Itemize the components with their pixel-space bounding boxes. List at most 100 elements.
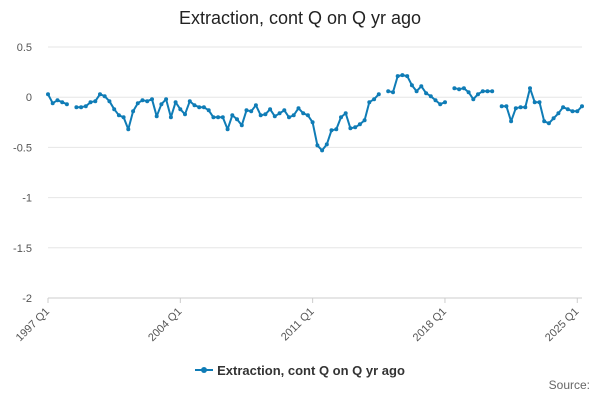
data-point[interactable] bbox=[102, 94, 107, 99]
data-point[interactable] bbox=[362, 118, 367, 123]
data-point[interactable] bbox=[490, 89, 495, 94]
data-point[interactable] bbox=[386, 89, 391, 94]
data-point[interactable] bbox=[499, 104, 504, 109]
data-point[interactable] bbox=[64, 102, 69, 107]
data-point[interactable] bbox=[55, 98, 60, 103]
data-point[interactable] bbox=[220, 115, 225, 120]
data-point[interactable] bbox=[485, 89, 490, 94]
data-point[interactable] bbox=[164, 97, 169, 102]
data-point[interactable] bbox=[414, 89, 419, 94]
data-point[interactable] bbox=[159, 102, 164, 107]
data-point[interactable] bbox=[480, 89, 485, 94]
data-point[interactable] bbox=[457, 87, 462, 92]
data-point[interactable] bbox=[83, 104, 88, 109]
data-point[interactable] bbox=[476, 92, 480, 97]
data-point[interactable] bbox=[537, 100, 542, 105]
data-point[interactable] bbox=[140, 98, 145, 103]
data-point[interactable] bbox=[565, 107, 570, 112]
data-point[interactable] bbox=[513, 106, 518, 111]
data-point[interactable] bbox=[74, 105, 79, 110]
data-point[interactable] bbox=[230, 113, 235, 118]
data-point[interactable] bbox=[145, 99, 150, 104]
data-point[interactable] bbox=[452, 86, 457, 91]
data-point[interactable] bbox=[466, 90, 471, 95]
data-point[interactable] bbox=[532, 100, 537, 105]
data-point[interactable] bbox=[556, 111, 561, 116]
data-point[interactable] bbox=[150, 97, 154, 102]
data-point[interactable] bbox=[409, 83, 414, 88]
data-point[interactable] bbox=[60, 100, 65, 105]
data-point[interactable] bbox=[504, 104, 509, 109]
data-point[interactable] bbox=[168, 115, 173, 120]
data-point[interactable] bbox=[107, 99, 112, 104]
data-point[interactable] bbox=[443, 100, 447, 105]
data-point[interactable] bbox=[197, 105, 202, 110]
data-point[interactable] bbox=[206, 108, 211, 113]
data-point[interactable] bbox=[135, 101, 140, 106]
data-point[interactable] bbox=[419, 84, 424, 89]
data-point[interactable] bbox=[46, 92, 50, 97]
data-point[interactable] bbox=[301, 111, 306, 116]
data-point[interactable] bbox=[395, 74, 400, 79]
data-point[interactable] bbox=[79, 105, 84, 110]
data-point[interactable] bbox=[93, 99, 98, 104]
data-point[interactable] bbox=[291, 113, 296, 118]
legend[interactable]: Extraction, cont Q on Q yr ago bbox=[0, 363, 600, 378]
data-point[interactable] bbox=[546, 121, 551, 126]
data-point[interactable] bbox=[277, 111, 282, 116]
data-point[interactable] bbox=[187, 99, 192, 104]
data-point[interactable] bbox=[320, 148, 325, 153]
data-point[interactable] bbox=[400, 73, 405, 78]
data-point[interactable] bbox=[570, 109, 575, 114]
data-point[interactable] bbox=[178, 107, 183, 112]
data-point[interactable] bbox=[528, 86, 532, 91]
data-point[interactable] bbox=[561, 105, 566, 110]
data-point[interactable] bbox=[131, 109, 136, 114]
data-point[interactable] bbox=[296, 106, 301, 111]
data-point[interactable] bbox=[154, 114, 159, 119]
data-point[interactable] bbox=[272, 114, 277, 119]
data-point[interactable] bbox=[575, 109, 580, 114]
data-point[interactable] bbox=[50, 101, 55, 106]
data-point[interactable] bbox=[183, 112, 187, 117]
data-point[interactable] bbox=[253, 103, 258, 108]
data-point[interactable] bbox=[471, 97, 476, 102]
data-point[interactable] bbox=[112, 107, 117, 112]
data-point[interactable] bbox=[235, 117, 239, 122]
data-point[interactable] bbox=[438, 102, 443, 107]
data-point[interactable] bbox=[334, 127, 339, 132]
data-point[interactable] bbox=[357, 122, 362, 127]
data-point[interactable] bbox=[343, 111, 348, 116]
data-point[interactable] bbox=[225, 127, 230, 132]
data-point[interactable] bbox=[367, 100, 372, 105]
data-point[interactable] bbox=[98, 92, 102, 97]
data-point[interactable] bbox=[263, 112, 268, 117]
data-point[interactable] bbox=[433, 98, 438, 103]
data-point[interactable] bbox=[126, 127, 131, 132]
data-point[interactable] bbox=[324, 142, 329, 147]
data-point[interactable] bbox=[580, 104, 584, 109]
data-point[interactable] bbox=[353, 125, 358, 130]
data-point[interactable] bbox=[523, 105, 528, 110]
data-point[interactable] bbox=[211, 115, 216, 120]
data-point[interactable] bbox=[310, 120, 315, 125]
data-point[interactable] bbox=[518, 105, 523, 110]
data-point[interactable] bbox=[329, 128, 334, 133]
data-point[interactable] bbox=[192, 103, 197, 108]
data-point[interactable] bbox=[258, 113, 263, 118]
data-point[interactable] bbox=[305, 113, 310, 118]
data-point[interactable] bbox=[428, 94, 433, 99]
data-point[interactable] bbox=[461, 86, 466, 91]
data-point[interactable] bbox=[551, 116, 556, 121]
data-point[interactable] bbox=[372, 97, 377, 102]
data-point[interactable] bbox=[405, 74, 410, 79]
data-point[interactable] bbox=[509, 119, 514, 124]
data-point[interactable] bbox=[391, 90, 395, 95]
data-point[interactable] bbox=[542, 119, 547, 124]
data-point[interactable] bbox=[88, 100, 93, 105]
data-point[interactable] bbox=[376, 92, 381, 97]
data-point[interactable] bbox=[116, 113, 121, 118]
data-point[interactable] bbox=[424, 91, 429, 96]
data-point[interactable] bbox=[268, 107, 273, 112]
data-point[interactable] bbox=[173, 100, 178, 105]
